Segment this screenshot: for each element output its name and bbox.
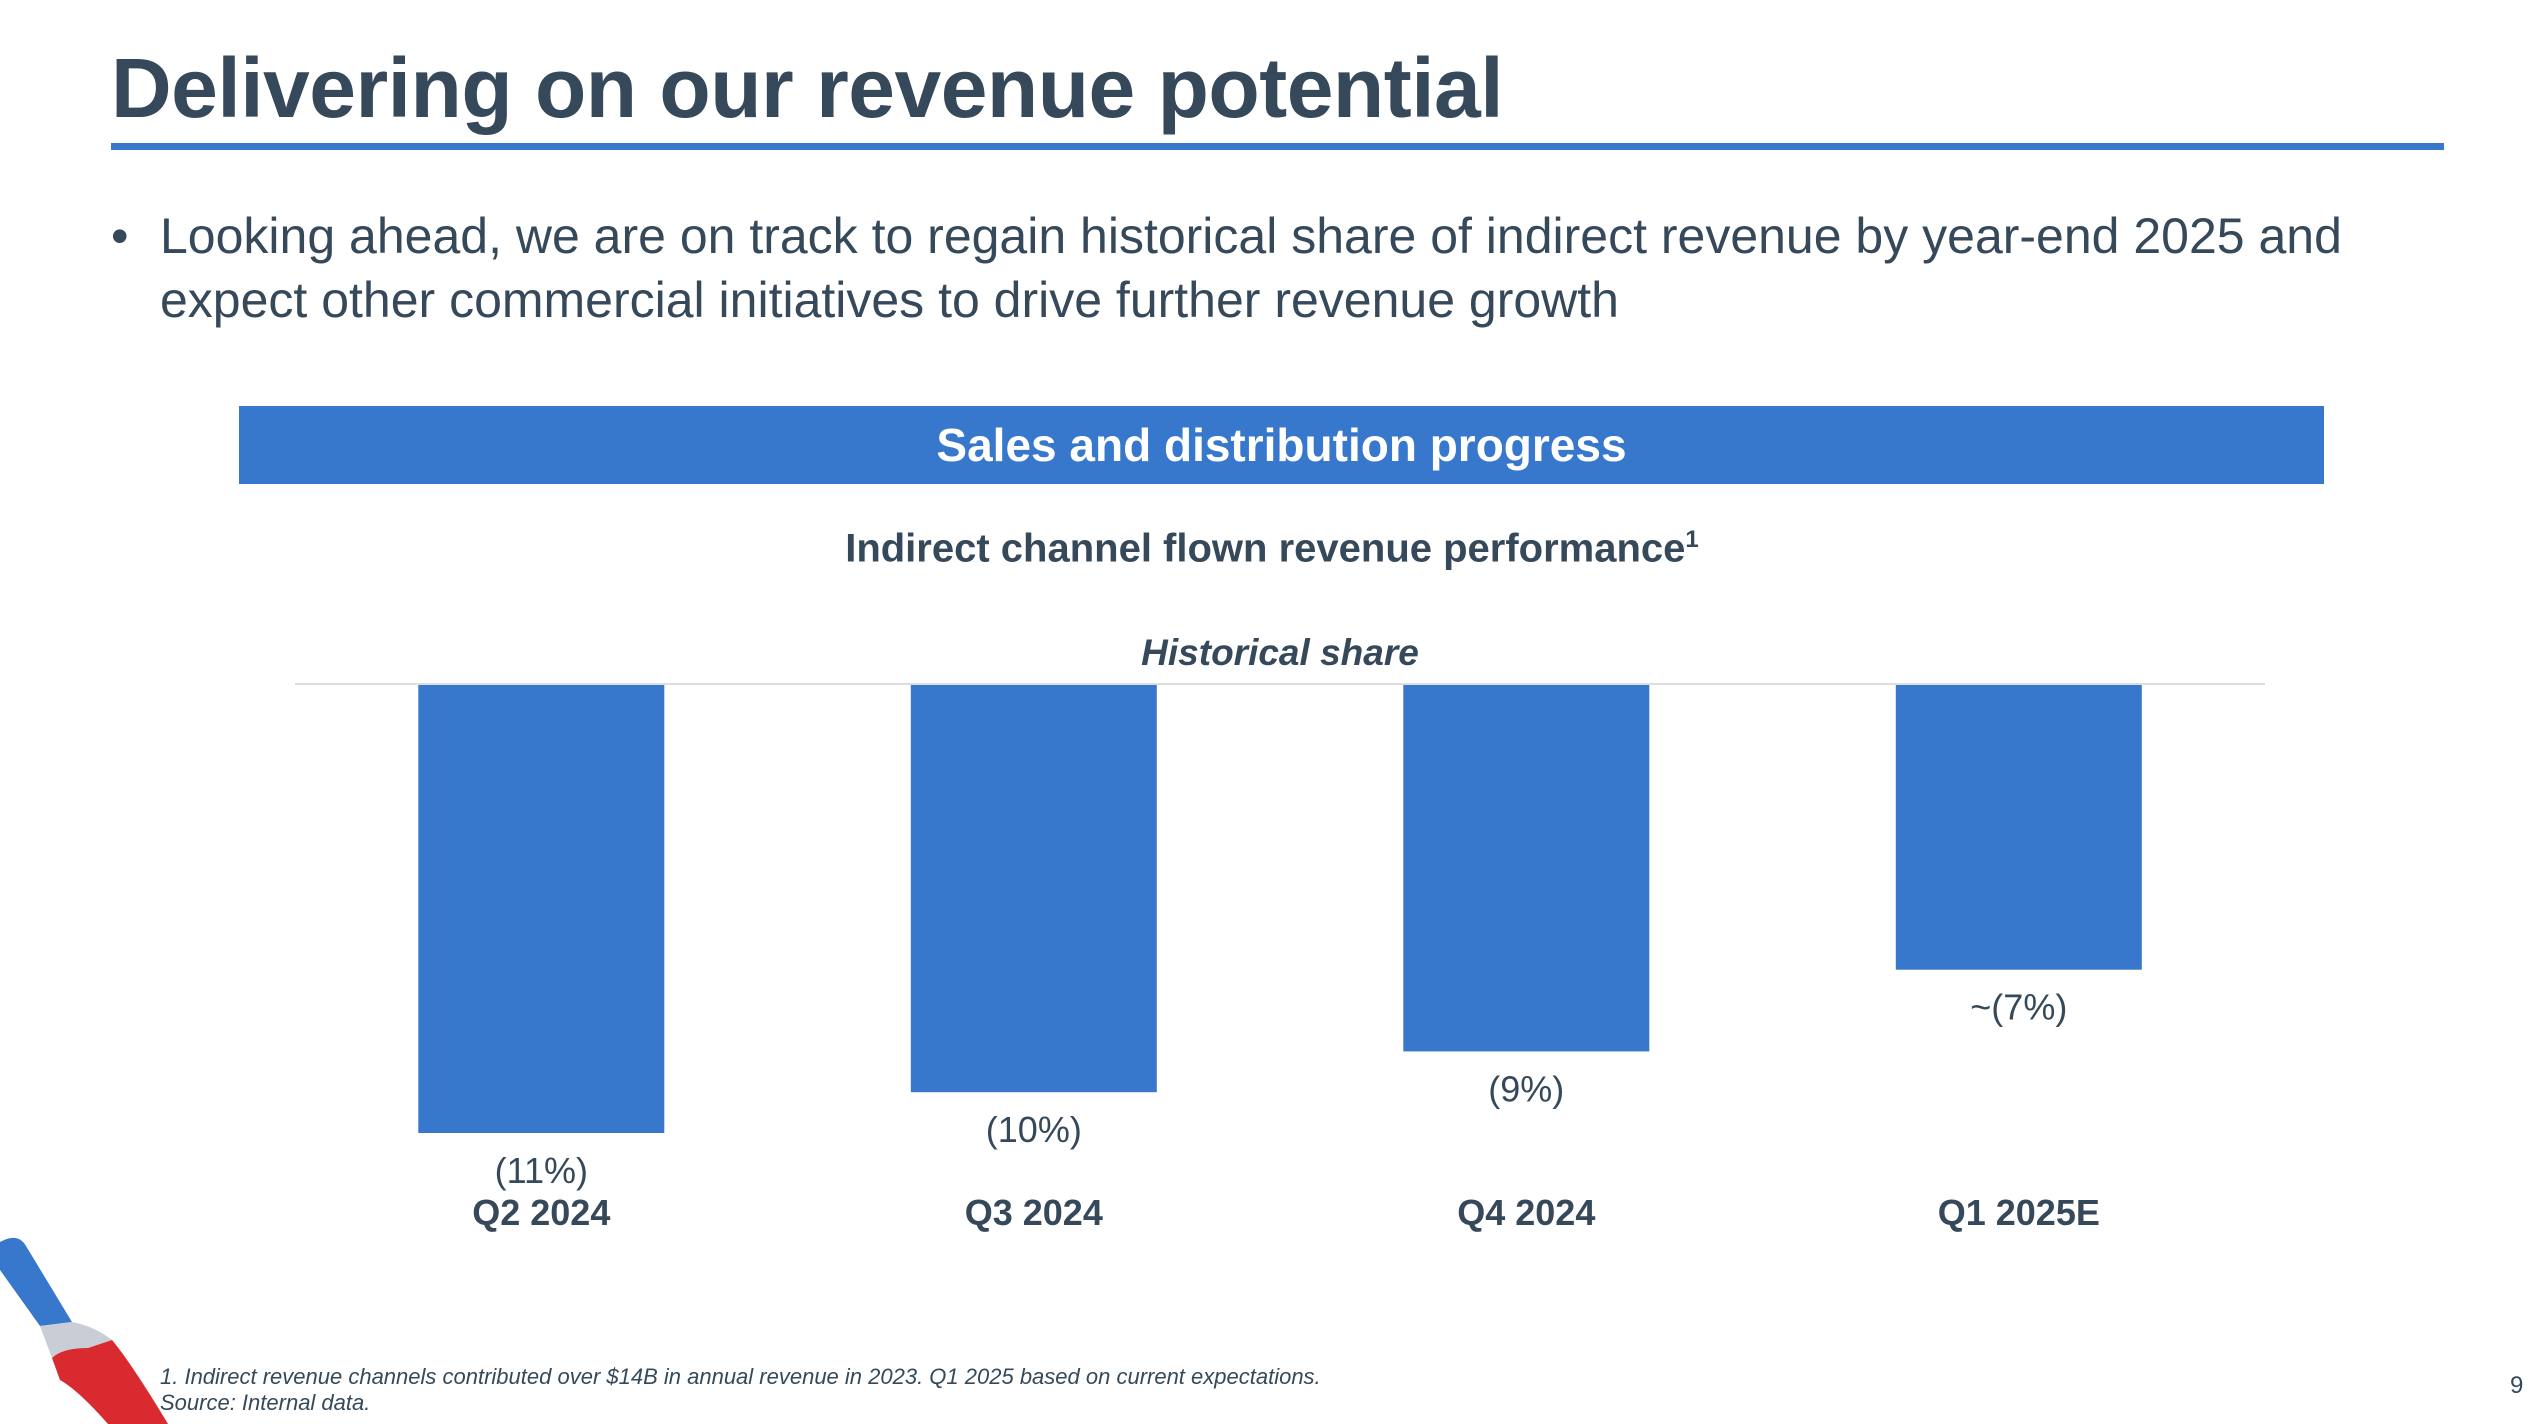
title-underline bbox=[111, 143, 2444, 150]
section-header-band: Sales and distribution progress bbox=[239, 406, 2324, 484]
bar-q3-2024 bbox=[910, 684, 1157, 1093]
chart-title-text: Indirect channel flown revenue performan… bbox=[845, 526, 1686, 571]
page-number: 9 bbox=[2510, 1372, 2524, 1399]
source-line: Source: Internal data. bbox=[160, 1390, 371, 1415]
bar-q1-2025e bbox=[1895, 684, 2142, 970]
data-label: (9%) bbox=[1488, 1068, 1564, 1109]
data-label: (11%) bbox=[495, 1150, 588, 1191]
bar-chart: Historical share (11%)Q2 2024 (10%) Q3 202… bbox=[295, 632, 2265, 1233]
x-tick-label: Q4 2024 bbox=[1457, 1192, 1595, 1233]
data-label: ~(7%) bbox=[1970, 987, 2067, 1028]
footnote-marker: 1 bbox=[1685, 526, 1699, 553]
bar-q2-2024 bbox=[418, 684, 665, 1133]
bullet-dot: • bbox=[111, 208, 129, 264]
footnote: 1. Indirect revenue channels contributed… bbox=[160, 1364, 1321, 1416]
slide-title: Delivering on our revenue potential bbox=[111, 41, 1504, 135]
chart-title: Indirect channel flown revenue performan… bbox=[0, 526, 2544, 571]
section-header-text: Sales and distribution progress bbox=[936, 419, 1627, 471]
bar-q4-2024 bbox=[1403, 684, 1650, 1052]
footnote-line: 1. Indirect revenue channels contributed… bbox=[160, 1364, 1321, 1389]
bullet-point: • Looking ahead, we are on track to rega… bbox=[111, 204, 2451, 332]
x-tick-label: Q1 2025E bbox=[1938, 1192, 2100, 1233]
x-tick-label: Q2 2024 bbox=[472, 1192, 610, 1233]
historical-share-label: Historical share bbox=[1141, 632, 1419, 673]
data-label: (10%) bbox=[986, 1109, 1082, 1150]
bar-series: (11%)Q2 2024 (10%) Q3 2024 (9%) Q4 2024 ~(7%)… bbox=[418, 684, 2142, 1233]
bullet-text: Looking ahead, we are on track to regain… bbox=[160, 208, 2342, 328]
airline-logo-icon bbox=[0, 1237, 168, 1424]
x-tick-label: Q3 2024 bbox=[965, 1192, 1103, 1233]
